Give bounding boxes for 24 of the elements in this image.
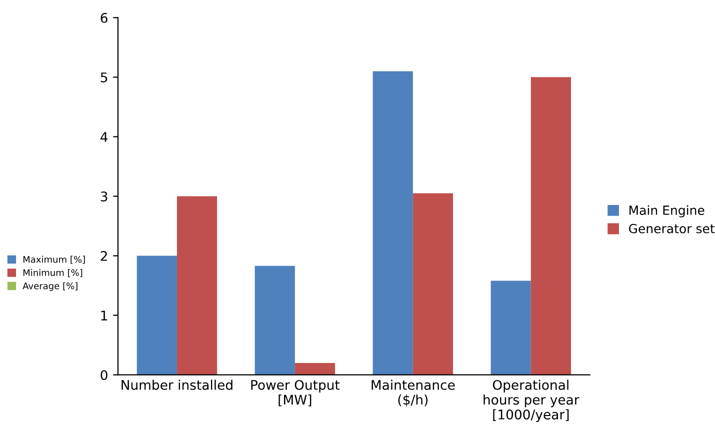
bar xyxy=(412,193,454,375)
legend-label: Minimum [%] xyxy=(23,269,82,278)
bar xyxy=(136,256,177,375)
y-tick-label: 3 xyxy=(100,191,108,202)
bar xyxy=(254,266,295,375)
y-tick-label: 5 xyxy=(100,72,108,82)
y-tick-label: 4 xyxy=(100,132,108,142)
bar xyxy=(530,77,571,375)
x-tick-label: Power Output [MW] xyxy=(251,380,340,406)
x-tick-label: Maintenance ($/h) xyxy=(372,380,455,406)
x-tick-label: Number installed xyxy=(122,380,232,390)
legend-label: Generator set xyxy=(628,224,715,234)
bar xyxy=(490,280,531,375)
y-tick-label: 6 xyxy=(100,12,108,23)
y-tick-label: 2 xyxy=(100,251,107,261)
y-tick-label: 1 xyxy=(101,310,108,320)
bar xyxy=(176,196,218,375)
x-tick-label: Operational hours per year [1000/year] xyxy=(484,380,580,422)
legend-label: Main Engine xyxy=(630,205,704,218)
bar xyxy=(372,71,413,375)
legend-label: Maximum [%] xyxy=(23,256,85,264)
bar xyxy=(294,362,336,375)
y-tick-label: 0 xyxy=(100,370,108,380)
legend-label: Average [%] xyxy=(22,282,78,292)
